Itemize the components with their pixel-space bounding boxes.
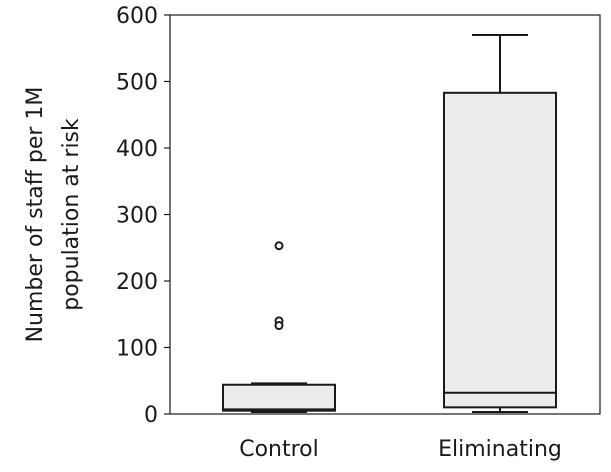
interquartile-box bbox=[222, 383, 336, 412]
x-category-label: Control bbox=[239, 437, 319, 462]
y-tick-label: 0 bbox=[144, 403, 158, 428]
y-tick-label: 600 bbox=[116, 4, 158, 29]
y-tick-label: 300 bbox=[116, 204, 158, 229]
y-axis-title-line-1: Number of staff per 1M bbox=[23, 87, 48, 343]
x-axis-categories: Control Eliminating bbox=[239, 437, 562, 462]
y-tick-label: 100 bbox=[116, 337, 158, 362]
boxes bbox=[222, 33, 557, 414]
interquartile-box bbox=[443, 91, 557, 409]
x-category-label: Eliminating bbox=[438, 437, 562, 462]
y-axis-title-line-2: population at risk bbox=[59, 118, 84, 311]
y-tick-label: 500 bbox=[116, 71, 158, 96]
y-tick-label: 200 bbox=[116, 270, 158, 295]
box-eliminating bbox=[443, 33, 557, 414]
outlier-point bbox=[274, 241, 284, 251]
y-tick-label: 400 bbox=[116, 137, 158, 162]
outlier-point bbox=[274, 321, 284, 331]
y-axis-ticks: 0 100 200 300 400 500 600 bbox=[116, 4, 170, 428]
box-control bbox=[222, 241, 336, 414]
